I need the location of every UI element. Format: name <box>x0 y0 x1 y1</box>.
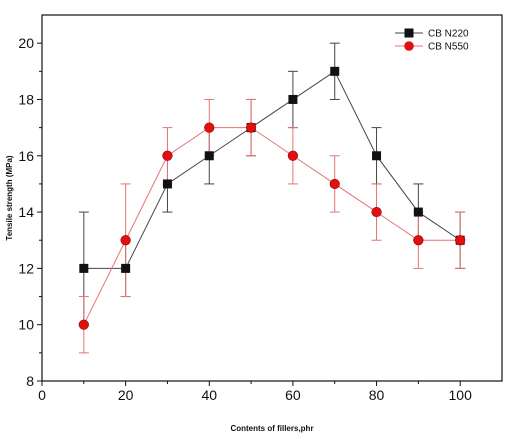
data-point <box>330 66 340 76</box>
series-1-markers <box>79 66 465 273</box>
data-point <box>287 150 299 161</box>
data-point <box>204 122 215 133</box>
axis-ticks: 0 20 40 60 80 100 8 10 12 14 16 18 20 <box>18 35 472 403</box>
y-tick-label: 20 <box>18 35 34 51</box>
x-tick-label: 20 <box>118 387 134 403</box>
data-point <box>78 319 89 330</box>
series-2 <box>78 98 466 354</box>
legend-label: CB N220 <box>428 29 469 40</box>
data-point <box>79 263 89 273</box>
legend-label: CB N550 <box>428 42 469 53</box>
data-point <box>371 206 382 218</box>
plot-frame <box>41 14 503 382</box>
y-tick-label: 14 <box>18 204 34 220</box>
data-point <box>288 94 298 104</box>
x-axis-title: Contents of fillers,phr <box>230 424 313 433</box>
data-point <box>120 235 131 246</box>
data-point <box>245 122 257 133</box>
data-point <box>162 179 172 189</box>
y-tick-label: 16 <box>18 148 34 164</box>
x-tick-label: 80 <box>369 387 385 403</box>
legend: CB N220 CB N550 <box>395 28 469 53</box>
y-axis-title: Tensile strength (MPa) <box>5 155 14 241</box>
plot-area <box>78 42 466 354</box>
x-tick-label: 0 <box>38 387 46 403</box>
y-tick-label: 12 <box>18 260 34 276</box>
data-point <box>372 151 382 161</box>
data-point <box>413 235 424 246</box>
data-point <box>121 263 131 273</box>
data-point <box>204 151 214 161</box>
data-point <box>455 235 466 246</box>
legend-marker <box>404 41 414 51</box>
y-tick-label: 10 <box>18 317 34 333</box>
y-tick-label: 8 <box>26 373 34 389</box>
x-tick-label: 60 <box>285 387 301 403</box>
x-tick-label: 100 <box>449 387 473 403</box>
data-point <box>413 207 423 217</box>
x-tick-label: 40 <box>201 387 217 403</box>
series-2-markers <box>78 122 466 330</box>
data-point <box>162 150 173 161</box>
y-tick-label: 18 <box>18 91 34 107</box>
series-line <box>83 127 461 325</box>
series-1 <box>78 42 466 326</box>
legend-marker <box>404 28 414 38</box>
series-line <box>83 70 461 269</box>
data-point <box>329 178 340 190</box>
